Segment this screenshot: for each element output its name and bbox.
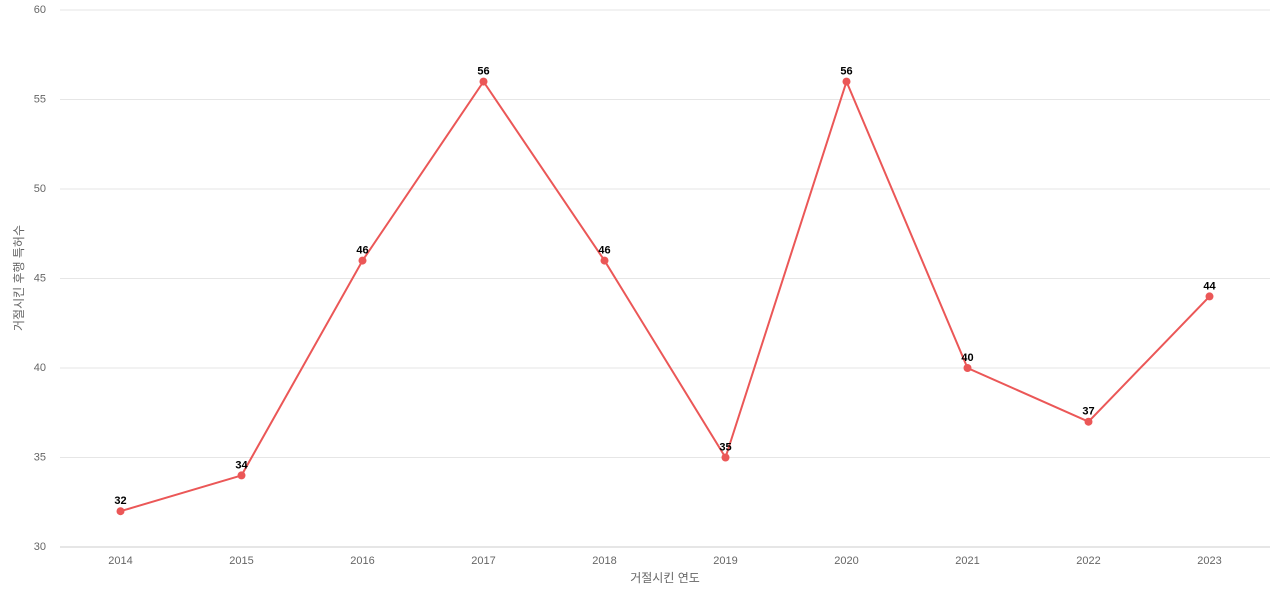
y-axis-title: 거절시킨 후행 특허수 — [11, 225, 26, 331]
point — [842, 77, 851, 86]
x-tick-label: 2014 — [108, 555, 132, 567]
x-tick-label: 2017 — [471, 555, 495, 567]
point — [1205, 292, 1214, 301]
y-tick-label: 45 — [34, 272, 46, 284]
data-label: 56 — [477, 66, 489, 78]
point — [116, 507, 125, 516]
y-tick-label: 50 — [34, 183, 46, 195]
y-tick-label: 40 — [34, 362, 46, 374]
x-tick-label: 2022 — [1076, 555, 1100, 567]
line — [120, 78, 1211, 513]
x-axis-title: 거절시킨 연도 — [630, 571, 700, 585]
point — [358, 256, 367, 265]
point — [963, 364, 972, 372]
point — [479, 77, 488, 86]
data-label: 40 — [961, 352, 973, 364]
data-label: 34 — [235, 459, 248, 471]
data-label: 32 — [114, 495, 126, 507]
data-label: 44 — [1203, 280, 1216, 292]
x-tick-label: 2016 — [350, 555, 374, 567]
point — [600, 256, 609, 265]
y-tick-label: 60 — [34, 4, 46, 16]
data-label: 46 — [356, 245, 368, 257]
data-label: 46 — [598, 245, 610, 257]
point — [1084, 417, 1093, 426]
data-label: 56 — [840, 66, 852, 78]
data-label: 37 — [1082, 406, 1094, 418]
data-label: 35 — [719, 442, 731, 454]
y-tick-label: 35 — [34, 451, 46, 463]
x-tick-label: 2023 — [1197, 555, 1221, 567]
point — [721, 453, 730, 462]
x-tick-label: 2015 — [229, 555, 253, 567]
x-tick-label: 2021 — [955, 555, 979, 567]
x-tick-label: 2018 — [592, 555, 616, 567]
point — [237, 471, 246, 480]
x-tick-label: 2020 — [834, 555, 858, 567]
y-tick-label: 55 — [34, 93, 46, 105]
y-tick-label: 30 — [34, 541, 46, 553]
x-tick-label: 2019 — [713, 555, 737, 567]
